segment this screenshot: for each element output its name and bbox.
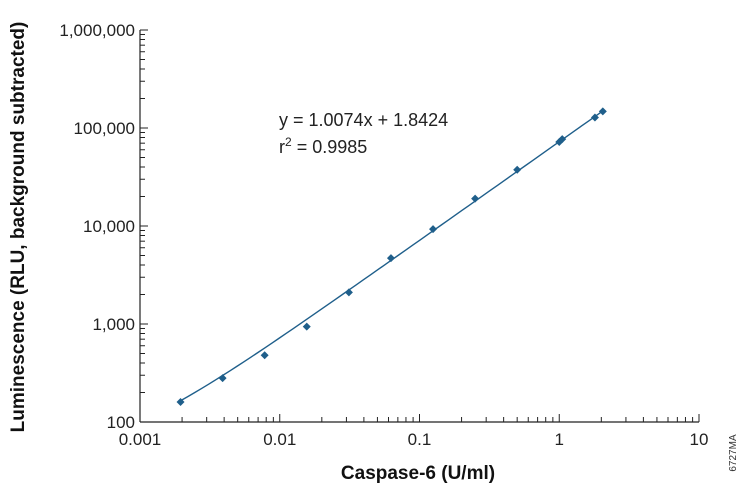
x-tick-label: 0.1: [408, 430, 432, 449]
data-point: [176, 397, 185, 406]
x-axis-title: Caspase-6 (U/ml): [341, 463, 495, 484]
data-point: [429, 225, 438, 234]
data-point: [513, 165, 522, 174]
axes: [139, 30, 699, 423]
data-points: [176, 107, 607, 406]
y-tick-label: 100,000: [74, 119, 135, 138]
data-point: [218, 374, 227, 383]
data-point: [386, 254, 395, 263]
data-point: [302, 322, 311, 331]
figure-id: 6727MA: [728, 434, 739, 472]
x-tick-label: 1: [555, 430, 564, 449]
y-tick-label: 100: [107, 413, 135, 432]
r2-prefix: r: [279, 137, 285, 157]
data-point: [598, 107, 607, 116]
x-tick-label: 10: [690, 430, 709, 449]
x-tick-label: 0.01: [263, 430, 296, 449]
data-point: [260, 351, 269, 360]
x-tick-label: 0.001: [119, 430, 162, 449]
y-tick-label: 10,000: [83, 217, 135, 236]
data-point: [471, 194, 480, 203]
r-squared-label: r2 = 0.9985: [279, 135, 367, 157]
data-point: [558, 135, 567, 144]
y-axis-title: Luminescence (RLU, background subtracted…: [8, 22, 29, 433]
y-tick-label: 1,000,000: [59, 21, 135, 40]
data-point: [590, 113, 599, 122]
r2-value: = 0.9985: [292, 137, 368, 157]
data-point: [344, 288, 353, 297]
regression-equation: y = 1.0074x + 1.8424: [279, 110, 448, 130]
r2-exponent: 2: [285, 135, 292, 149]
y-tick-label: 1,000: [92, 315, 135, 334]
ticks: 0.001 0.01 0.1 1 10 100 1,000 10,000 100,000 1,00…: [59, 21, 708, 449]
